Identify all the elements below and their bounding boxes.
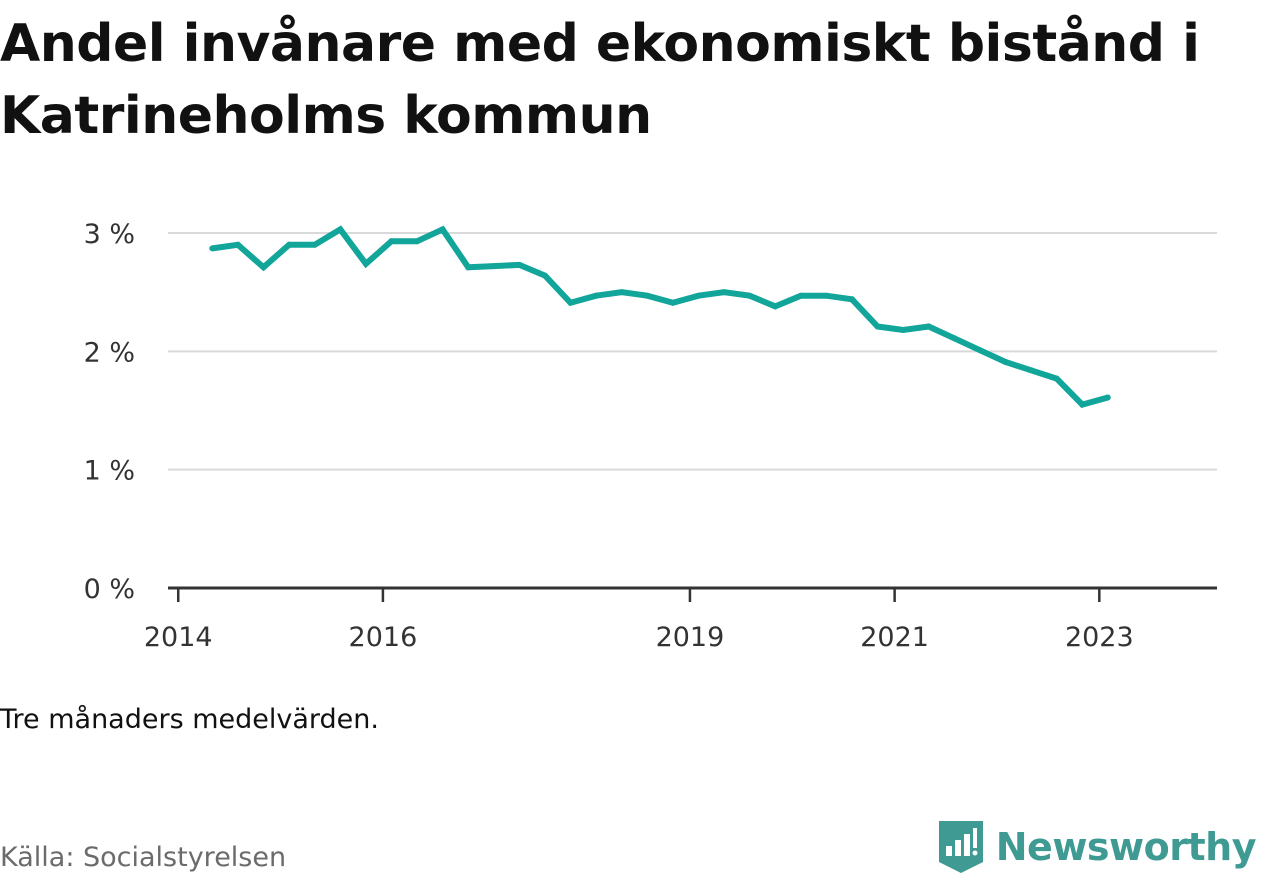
y-tick-label: 3 % xyxy=(84,219,135,250)
brand-logo[interactable]: Newsworthy xyxy=(936,818,1257,876)
y-tick-label: 2 % xyxy=(84,337,135,368)
data-point xyxy=(209,245,216,252)
y-axis-tick-labels: 0 % 1 % 2 % 3 % xyxy=(84,219,135,605)
data-point xyxy=(1028,367,1035,374)
data-point xyxy=(721,289,728,296)
data-point xyxy=(823,292,830,299)
data-point xyxy=(925,323,932,330)
data-point xyxy=(976,347,983,354)
data-point xyxy=(797,292,804,299)
data-point xyxy=(669,299,676,306)
data-point xyxy=(772,303,779,310)
y-tick-label: 1 % xyxy=(84,456,135,487)
series-line xyxy=(211,225,1109,408)
data-point xyxy=(1079,401,1086,408)
data-point xyxy=(337,226,344,233)
x-tick-label: 2023 xyxy=(1065,622,1134,653)
data-point xyxy=(439,226,446,233)
data-point xyxy=(695,292,702,299)
x-axis xyxy=(168,586,1217,602)
data-point xyxy=(1104,394,1111,401)
data-point xyxy=(874,323,881,330)
source-credit: Källa: Socialstyrelsen xyxy=(0,842,287,873)
data-point xyxy=(593,292,600,299)
x-tick-label: 2016 xyxy=(349,622,418,653)
chart-title: Andel invånare med ekonomiskt bistånd i … xyxy=(0,14,1200,146)
data-point xyxy=(465,264,472,271)
line-chart: 0 % 1 % 2 % 3 % 2014 2016 2019 2021 2023 xyxy=(84,219,1217,653)
series-layer xyxy=(209,225,1111,408)
data-point xyxy=(1002,359,1009,365)
y-tick-label: 0 % xyxy=(84,574,135,605)
gridlines xyxy=(168,232,1217,471)
data-point xyxy=(286,241,293,248)
x-tick-label: 2021 xyxy=(860,622,929,653)
data-point xyxy=(542,272,548,279)
data-point xyxy=(490,263,497,270)
data-point xyxy=(951,335,958,342)
data-point xyxy=(234,241,241,248)
data-point xyxy=(311,241,318,248)
data-point xyxy=(849,296,855,303)
x-tick-label: 2019 xyxy=(656,622,725,653)
newsworthy-logo-icon xyxy=(938,821,983,873)
data-point xyxy=(414,238,420,245)
data-point xyxy=(1053,375,1060,382)
data-point xyxy=(388,238,395,245)
brand-name: Newsworthy xyxy=(995,825,1257,869)
data-point xyxy=(260,264,267,271)
data-point xyxy=(516,261,523,268)
chart-note: Tre månaders medelvärden. xyxy=(0,704,379,735)
data-point xyxy=(362,260,369,267)
data-point xyxy=(746,292,753,299)
data-point xyxy=(644,292,651,299)
x-tick-label: 2014 xyxy=(144,622,213,653)
data-point xyxy=(618,289,625,296)
data-point xyxy=(900,327,907,333)
x-axis-tick-labels: 2014 2016 2019 2021 2023 xyxy=(144,622,1134,653)
data-point xyxy=(567,299,574,306)
